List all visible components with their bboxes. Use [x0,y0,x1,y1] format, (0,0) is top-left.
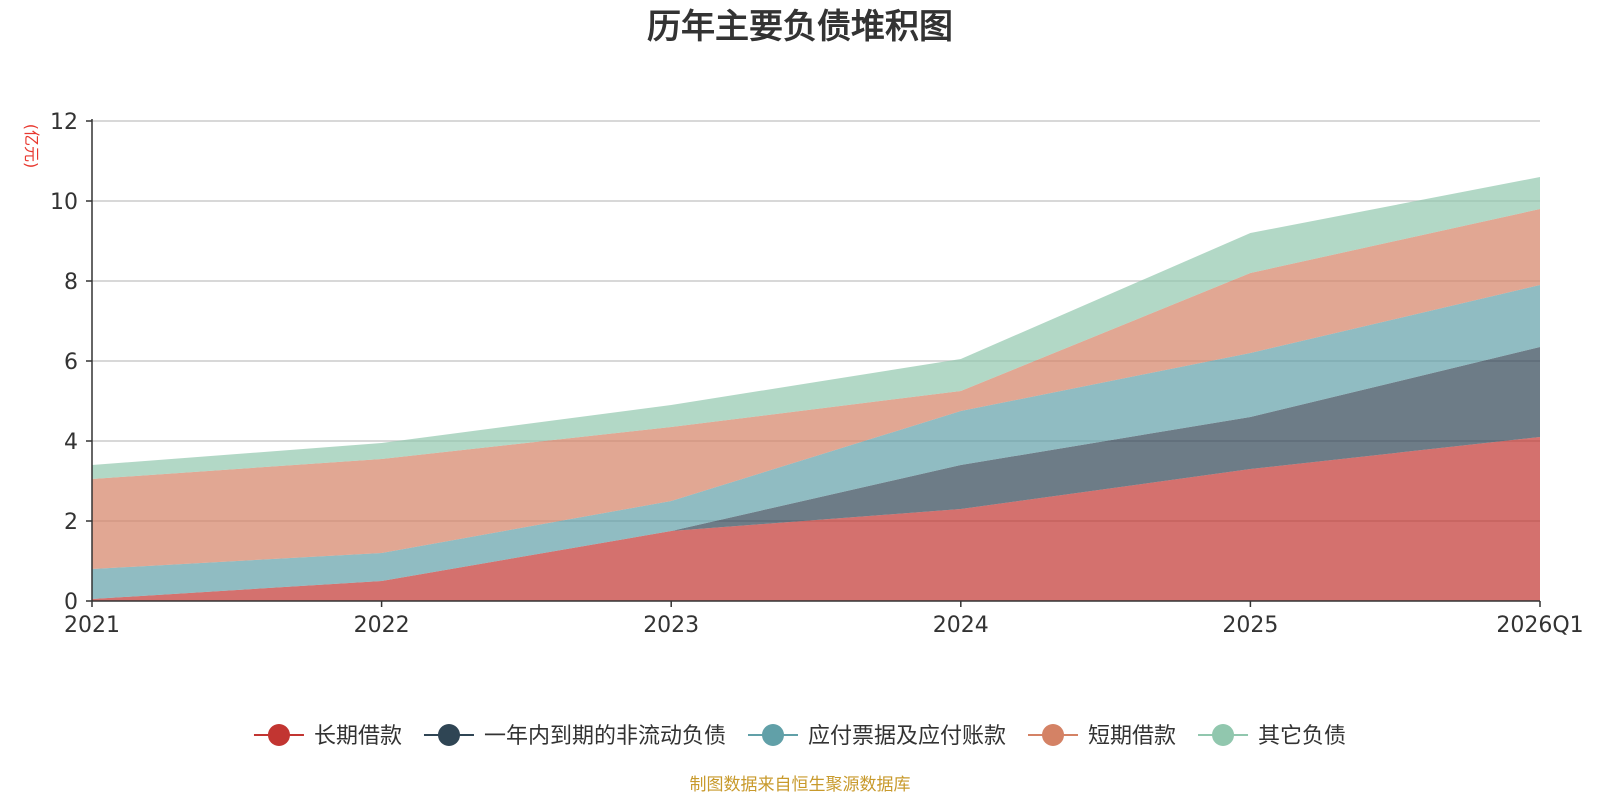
legend-marker-dot [1042,724,1065,746]
area-series-1 [92,437,1540,601]
legend-item-4[interactable]: 短期借款 [1028,724,1176,749]
y-tick-label: 12 [50,110,78,135]
legend-label: 一年内到期的非流动负债 [484,724,726,749]
legend-label: 长期借款 [314,724,402,749]
y-tick-label: 8 [64,270,78,295]
y-tick-label: 6 [64,350,78,375]
legend-marker-dot [437,724,460,746]
data-source-note: 制图数据来自恒生聚源数据库 [690,775,911,795]
legend-item-5[interactable]: 其它负债 [1198,724,1346,749]
legend-marker-dot [761,724,784,746]
x-tick-label: 2024 [933,613,989,638]
y-tick-label: 10 [50,190,78,215]
y-tick-label: 0 [64,590,78,615]
legend-item-1[interactable]: 长期借款 [253,724,402,749]
legend-label: 应付票据及应付账款 [808,724,1006,749]
x-tick-label: 2021 [64,613,120,638]
legend-label: 短期借款 [1088,724,1176,749]
legend-marker-dot [1212,724,1235,746]
legend-item-2[interactable]: 一年内到期的非流动负债 [423,724,726,749]
y-tick-label: 2 [64,510,78,535]
legend-label: 其它负债 [1258,724,1346,749]
y-axis-unit-label: (亿元) [22,124,41,169]
legend-item-3[interactable]: 应付票据及应付账款 [747,724,1006,749]
chart-title: 历年主要负债堆积图 [647,7,953,47]
x-tick-label: 2025 [1222,613,1278,638]
area-series-5 [92,177,1540,479]
legend[interactable]: 长期借款 一年内到期的非流动负债 应付票据及应付账款 短期借款 其它负债 [253,724,1346,749]
x-tick-label: 2022 [354,613,410,638]
area-series-3 [92,285,1540,599]
x-tick-label: 2026Q1 [1496,613,1583,638]
y-tick-label: 4 [64,430,78,455]
x-tick-label: 2023 [643,613,699,638]
axes: 0 2 4 6 8 10 12 2021 2022 2023 2024 2025 2026Q1 [50,110,1584,638]
legend-marker-dot [267,724,290,746]
stacked-areas [92,177,1540,601]
area-series-4 [92,209,1540,569]
